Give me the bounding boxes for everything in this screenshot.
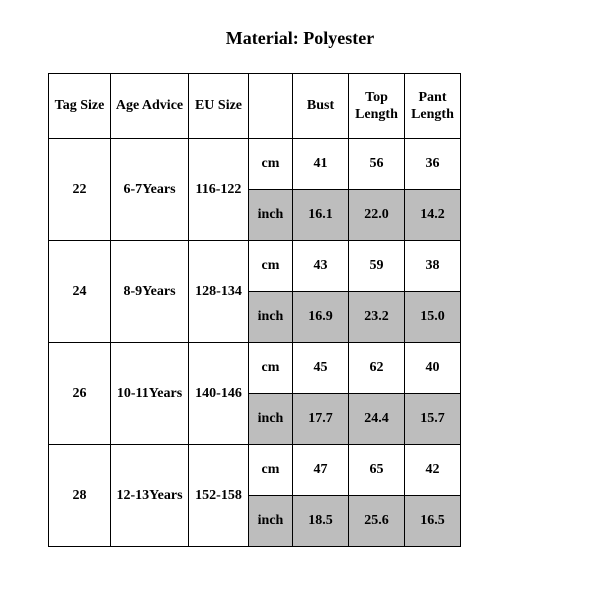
cell-top-cm: 62 xyxy=(349,343,405,394)
cell-top-inch: 25.6 xyxy=(349,496,405,547)
size-chart-page: Material: Polyester Tag Size Age Advice … xyxy=(0,0,600,600)
cell-top-cm: 65 xyxy=(349,445,405,496)
cell-top-inch: 23.2 xyxy=(349,292,405,343)
cell-pant-inch: 14.2 xyxy=(405,190,461,241)
cell-pant-inch: 16.5 xyxy=(405,496,461,547)
cell-unit: cm xyxy=(249,343,293,394)
cell-unit: cm xyxy=(249,241,293,292)
cell-age: 6-7Years xyxy=(111,139,189,241)
cell-pant-cm: 36 xyxy=(405,139,461,190)
cell-tag: 22 xyxy=(49,139,111,241)
cell-pant-cm: 38 xyxy=(405,241,461,292)
cell-top-inch: 22.0 xyxy=(349,190,405,241)
col-top-length: Top Length xyxy=(349,74,405,139)
cell-bust-inch: 16.1 xyxy=(293,190,349,241)
cell-bust-cm: 43 xyxy=(293,241,349,292)
table-row: 22 6-7Years 116-122 cm 41 56 36 xyxy=(49,139,461,190)
cell-top-cm: 56 xyxy=(349,139,405,190)
cell-bust-inch: 16.9 xyxy=(293,292,349,343)
cell-pant-cm: 40 xyxy=(405,343,461,394)
cell-tag: 26 xyxy=(49,343,111,445)
cell-unit: cm xyxy=(249,139,293,190)
col-eu-size: EU Size xyxy=(189,74,249,139)
cell-pant-inch: 15.7 xyxy=(405,394,461,445)
cell-eu: 152-158 xyxy=(189,445,249,547)
cell-bust-inch: 18.5 xyxy=(293,496,349,547)
cell-pant-inch: 15.0 xyxy=(405,292,461,343)
col-unit xyxy=(249,74,293,139)
cell-unit: inch xyxy=(249,496,293,547)
cell-tag: 28 xyxy=(49,445,111,547)
cell-eu: 128-134 xyxy=(189,241,249,343)
cell-unit: inch xyxy=(249,394,293,445)
page-title: Material: Polyester xyxy=(0,28,600,49)
cell-pant-cm: 42 xyxy=(405,445,461,496)
col-tag-size: Tag Size xyxy=(49,74,111,139)
cell-bust-cm: 41 xyxy=(293,139,349,190)
cell-age: 8-9Years xyxy=(111,241,189,343)
cell-bust-cm: 45 xyxy=(293,343,349,394)
cell-eu: 116-122 xyxy=(189,139,249,241)
size-table: Tag Size Age Advice EU Size Bust Top Len… xyxy=(48,73,461,547)
col-age-advice: Age Advice xyxy=(111,74,189,139)
table-header-row: Tag Size Age Advice EU Size Bust Top Len… xyxy=(49,74,461,139)
cell-tag: 24 xyxy=(49,241,111,343)
cell-bust-cm: 47 xyxy=(293,445,349,496)
cell-age: 10-11Years xyxy=(111,343,189,445)
table-row: 28 12-13Years 152-158 cm 47 65 42 xyxy=(49,445,461,496)
cell-bust-inch: 17.7 xyxy=(293,394,349,445)
cell-eu: 140-146 xyxy=(189,343,249,445)
col-pant-length: Pant Length xyxy=(405,74,461,139)
cell-unit: inch xyxy=(249,292,293,343)
col-bust: Bust xyxy=(293,74,349,139)
cell-top-cm: 59 xyxy=(349,241,405,292)
cell-unit: inch xyxy=(249,190,293,241)
cell-unit: cm xyxy=(249,445,293,496)
cell-top-inch: 24.4 xyxy=(349,394,405,445)
table-row: 26 10-11Years 140-146 cm 45 62 40 xyxy=(49,343,461,394)
cell-age: 12-13Years xyxy=(111,445,189,547)
table-row: 24 8-9Years 128-134 cm 43 59 38 xyxy=(49,241,461,292)
